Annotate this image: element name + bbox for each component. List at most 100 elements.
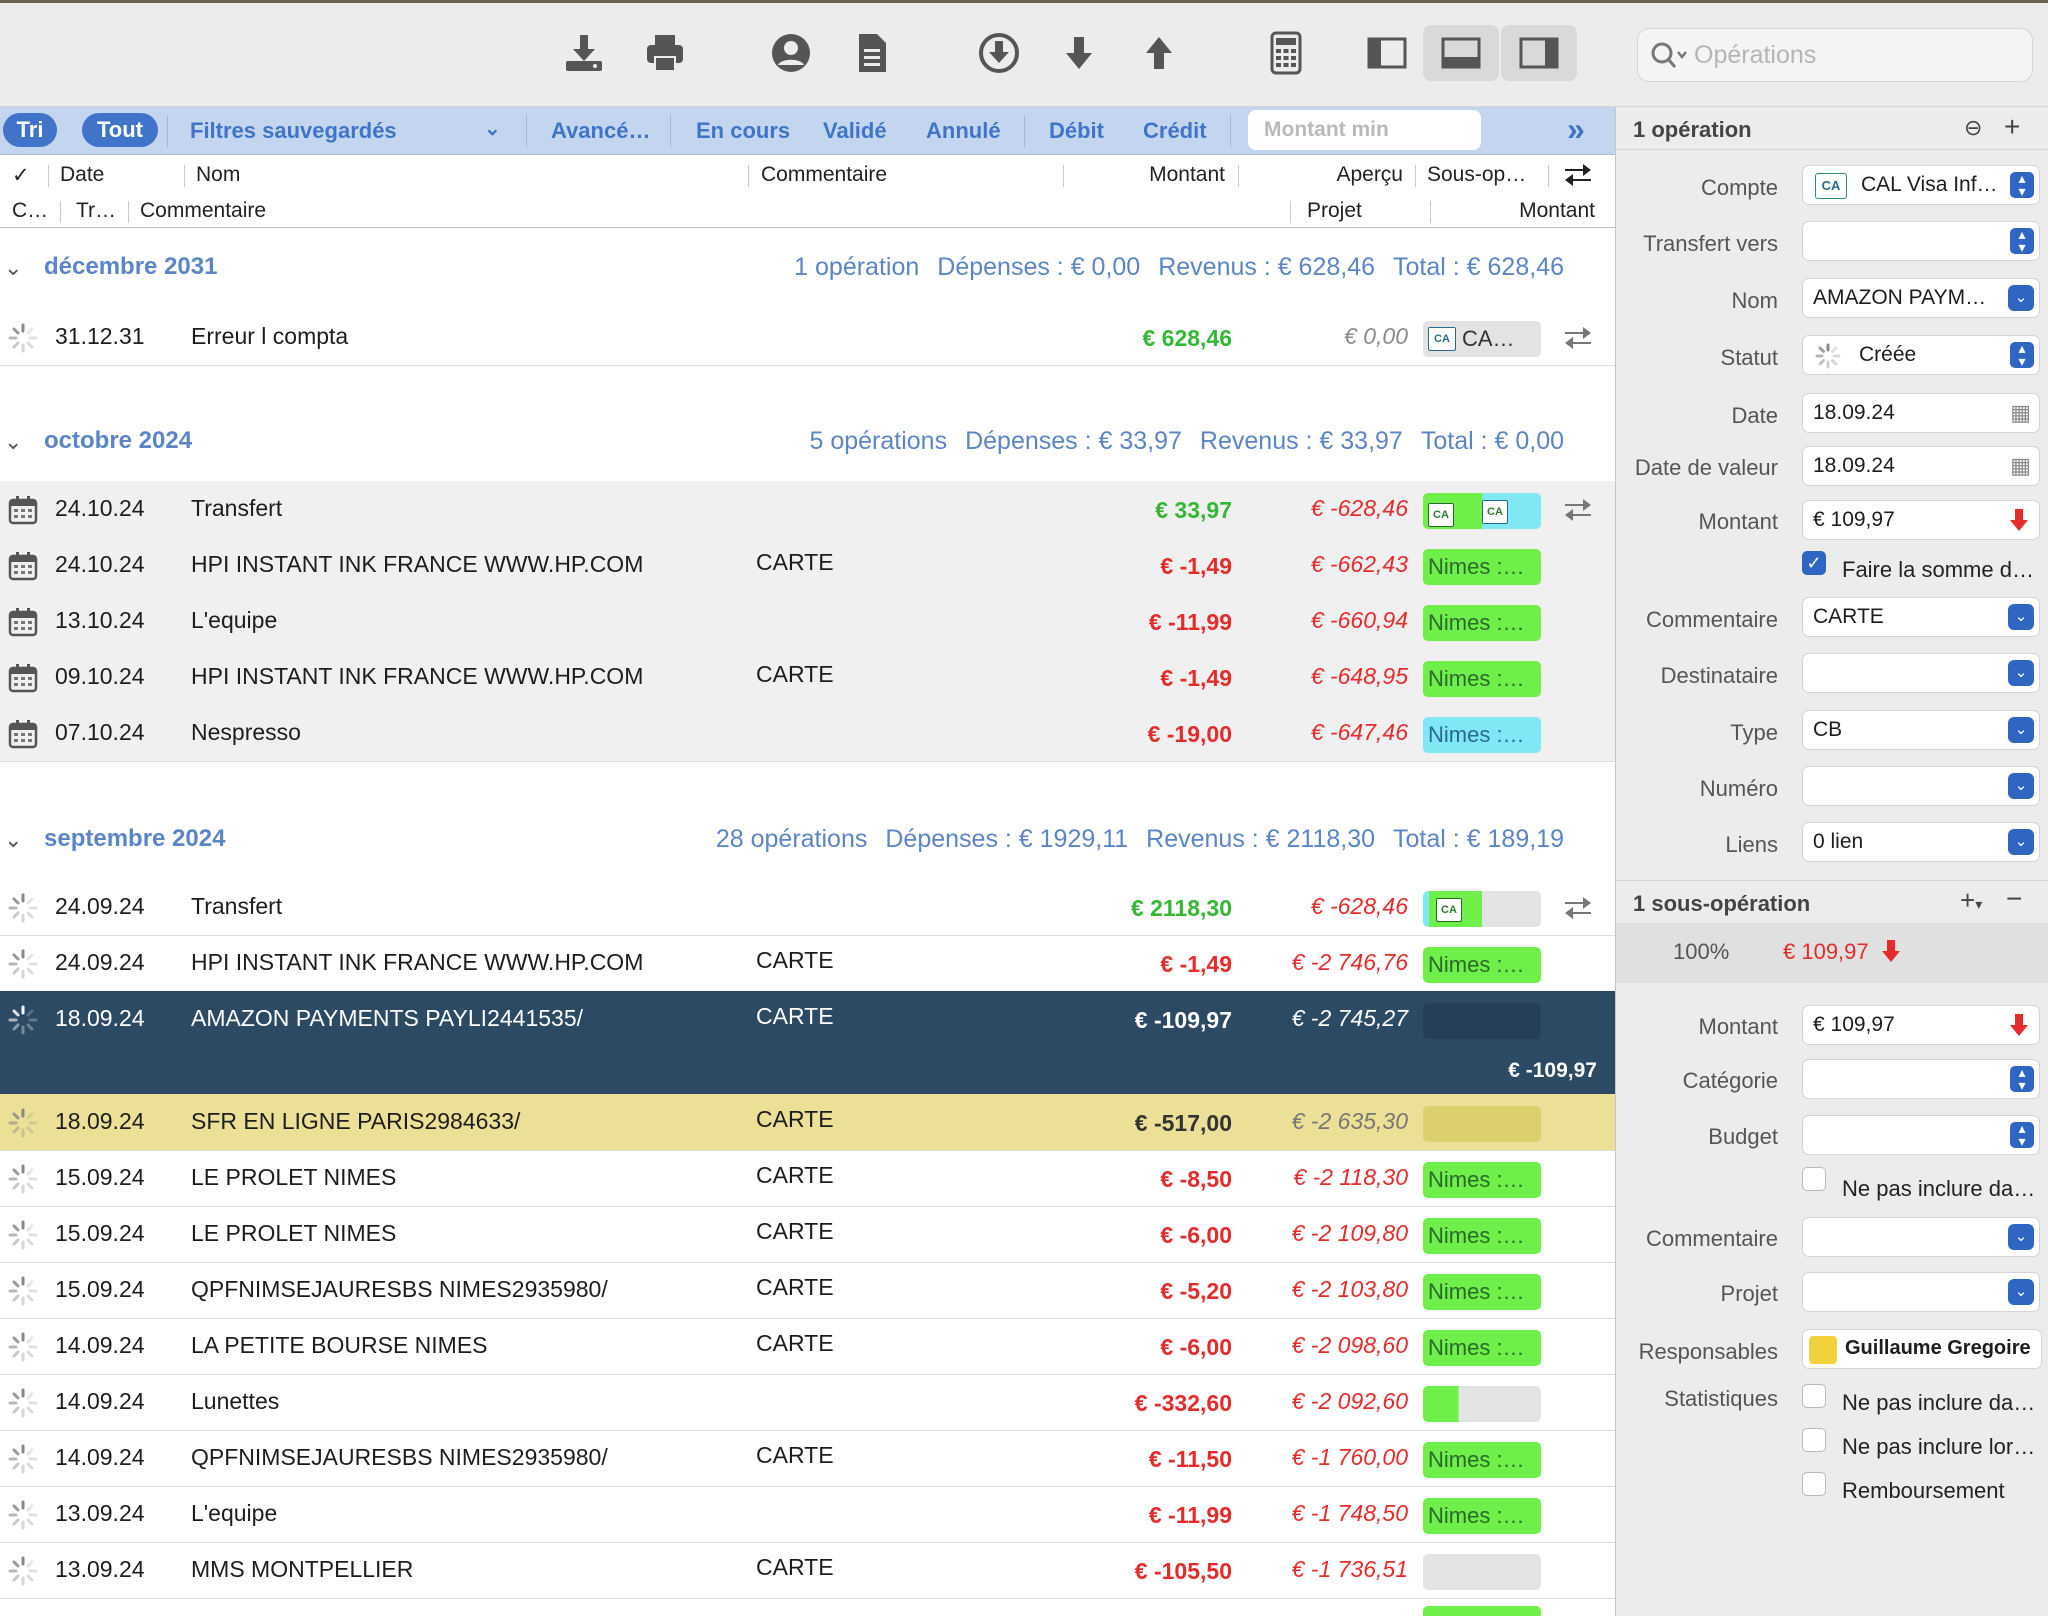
filter-debit[interactable]: Débit [1049, 118, 1104, 143]
montant-min-input[interactable]: Montant min [1248, 110, 1481, 150]
table-row-selected[interactable]: 18.09.24 AMAZON PAYMENTS PAYLI2441535/CAR… [0, 991, 1615, 1094]
chevron-down-icon[interactable]: ⌄ [2008, 829, 2034, 855]
table-row-highlighted[interactable]: 18.09.24 SFR EN LIGNE PARIS2984633/CARTE €… [0, 1094, 1615, 1151]
table-row[interactable]: 31.12.31 Erreur l compta € 628,46 € 0,00 CA C… [0, 309, 1615, 366]
add-icon[interactable]: + [2004, 111, 2021, 142]
row-apercu-tag[interactable] [1423, 1003, 1541, 1039]
table-row[interactable]: 13.09.24 MMS MONTPELLIER CARTE € -105,50 € -… [0, 1542, 1615, 1599]
stepper-icon[interactable]: ▴ ▾ [2010, 227, 2034, 254]
table-row[interactable]: 24.10.24 Transfert € 33,97 € -628,46 CA CA [0, 481, 1615, 538]
row-apercu-tag[interactable] [1423, 1554, 1541, 1590]
statut-select[interactable]: Créée ▴ ▾ [1802, 335, 2040, 375]
table-row[interactable]: 13.10.24 L'equipe € -11,99 € -660,94 Nimes :… [0, 593, 1615, 650]
print-icon[interactable] [639, 27, 691, 79]
commentaire-combobox[interactable]: CARTE ⌄ [1802, 597, 2040, 637]
date-valeur-field[interactable]: 18.09.24 ▦ [1802, 446, 2040, 486]
stat-ne-pas-inclure-checkbox[interactable] [1802, 1384, 1826, 1408]
compte-select[interactable]: CA CAL Visa Inf… ▴ ▾ [1802, 165, 2040, 205]
arrow-up-icon[interactable] [1133, 27, 1185, 79]
table-row[interactable]: 24.09.24 Transfert € 2118,30 € -628,46 CA [0, 879, 1615, 936]
row-apercu-tag[interactable]: Nimes :… [1423, 605, 1541, 641]
row-apercu-tag[interactable]: Nimes :… [1423, 1218, 1541, 1254]
col-date[interactable]: Date [60, 163, 105, 186]
table-row[interactable]: 15.09.24 QPFNIMSEJAURESBS NIMES2935980/CA… [0, 1262, 1615, 1319]
row-apercu-tag[interactable]: CA [1423, 891, 1541, 927]
row-apercu-tag[interactable]: CA CA [1423, 493, 1541, 529]
document-icon[interactable] [846, 27, 898, 79]
nom-combobox[interactable]: AMAZON PAYM… ⌄ [1802, 278, 2040, 318]
calculator-icon[interactable] [1260, 27, 1312, 79]
chevron-down-icon[interactable]: ⌄ [2008, 773, 2034, 799]
sub-montant-field[interactable]: € 109,97 [1802, 1005, 2040, 1045]
table-row[interactable]: 15.09.24 LE PROLET NIMES CARTE € -8,50 € -2 … [0, 1150, 1615, 1207]
chevron-down-icon[interactable]: ⌄ [2008, 717, 2034, 743]
add-subop-icon[interactable]: +▾ [1960, 885, 1983, 915]
row-apercu-tag[interactable]: Nimes :… [1423, 717, 1541, 753]
table-row[interactable]: 14.09.24 Lunettes € -332,60 € -2 092,60 [0, 1374, 1615, 1431]
col-commentaire[interactable]: Commentaire [761, 163, 888, 186]
ne-pas-inclure-checkbox[interactable] [1802, 1167, 1826, 1191]
group-header[interactable]: ⌄ octobre 2024 5 opérations Dépenses : € … [0, 415, 1615, 475]
layout-left-icon[interactable] [1361, 27, 1413, 79]
chevron-down-icon[interactable]: ⌄ [2008, 285, 2034, 311]
stepper-icon[interactable]: ▴ ▾ [2010, 1121, 2034, 1148]
sub-commentaire-combobox[interactable]: ⌄ [1802, 1217, 2040, 1257]
search-field[interactable]: Opérations [1637, 28, 2033, 82]
montant-field[interactable]: € 109,97 [1802, 500, 2040, 540]
row-apercu-tag[interactable]: Nimes :… [1423, 661, 1541, 697]
more-icon[interactable]: ⊖ [1964, 115, 1983, 140]
row-apercu-tag[interactable]: Nimes :… [1423, 549, 1541, 585]
table-row[interactable]: 07.10.24 Nespresso € -19,00 € -647,46 Nimes … [0, 705, 1615, 762]
row-apercu-tag[interactable] [1423, 1106, 1541, 1142]
destinataire-combobox[interactable]: ⌄ [1802, 653, 2040, 693]
chevron-down-icon[interactable]: ⌄ [2008, 604, 2034, 630]
chevron-down-icon[interactable]: ⌄ [4, 827, 23, 852]
group-header[interactable]: ⌄ septembre 2024 28 opérations Dépenses :… [0, 813, 1615, 873]
tout-button[interactable]: Tout [82, 113, 158, 147]
faire-somme-checkbox[interactable]: ✓ [1802, 551, 1826, 575]
transfer-arrows-icon[interactable] [1563, 161, 1593, 193]
row-apercu-tag[interactable]: Nimes :… [1423, 947, 1541, 983]
col-check[interactable]: ✓ [12, 164, 30, 187]
remove-subop-icon[interactable]: − [2006, 883, 2023, 914]
chevron-down-icon[interactable]: ⌄ [2008, 1279, 2034, 1305]
col-apercu[interactable]: Aperçu [1336, 163, 1403, 186]
calendar-icon[interactable]: ▦ [2010, 453, 2031, 478]
tri-button[interactable]: Tri [3, 113, 57, 147]
table-row-partial[interactable] [0, 1598, 1615, 1616]
row-apercu-tag[interactable] [1423, 1386, 1541, 1422]
projet-combobox[interactable]: ⌄ [1802, 1272, 2040, 1312]
col-c[interactable]: C… [12, 199, 49, 222]
chevron-down-icon[interactable]: ⌄ [2008, 1224, 2034, 1250]
transfer-arrows-icon[interactable] [1563, 893, 1593, 921]
transfert-select[interactable]: ▴ ▾ [1802, 221, 2040, 261]
filter-annule[interactable]: Annulé [926, 118, 1001, 143]
chevron-down-icon[interactable]: ⌄ [2008, 660, 2034, 686]
user-icon[interactable] [765, 27, 817, 79]
col-nom[interactable]: Nom [196, 163, 241, 186]
expand-chevron-icon[interactable]: » [1567, 111, 1585, 147]
layout-bottom-icon[interactable] [1423, 25, 1499, 81]
col-tr[interactable]: Tr… [76, 199, 117, 222]
table-row[interactable]: 24.10.24 HPI INSTANT INK FRANCE WWW.HP.CO… [0, 537, 1615, 594]
col-montant[interactable]: Montant [1149, 163, 1225, 186]
transfer-arrows-icon[interactable] [1563, 323, 1593, 351]
col-sousop[interactable]: Sous-op… [1427, 163, 1527, 186]
chevron-down-icon[interactable]: ⌄ [4, 255, 23, 280]
row-apercu-tag[interactable]: Nimes :… [1423, 1274, 1541, 1310]
subop-row[interactable]: 100% € 109,97 [1616, 923, 2048, 983]
row-apercu-tag[interactable]: Nimes :… [1423, 1442, 1541, 1478]
categorie-select[interactable]: ▴ ▾ [1802, 1059, 2040, 1099]
download-icon[interactable] [558, 27, 610, 79]
col-montant-2[interactable]: Montant [1519, 199, 1595, 222]
chevron-down-icon[interactable]: ⌄ [484, 118, 501, 140]
table-row[interactable]: 09.10.24 HPI INSTANT INK FRANCE WWW.HP.CO… [0, 649, 1615, 706]
filter-valide[interactable]: Validé [823, 118, 887, 143]
stepper-icon[interactable]: ▴ ▾ [2010, 171, 2034, 198]
row-apercu-tag[interactable]: CA CA… [1423, 321, 1541, 357]
type-combobox[interactable]: CB ⌄ [1802, 710, 2040, 750]
budget-select[interactable]: ▴ ▾ [1802, 1115, 2040, 1155]
filter-en-cours[interactable]: En cours [696, 118, 791, 143]
row-apercu-tag[interactable]: Nimes :… [1423, 1162, 1541, 1198]
saved-filters-dropdown[interactable]: Filtres sauvegardés [190, 118, 397, 143]
